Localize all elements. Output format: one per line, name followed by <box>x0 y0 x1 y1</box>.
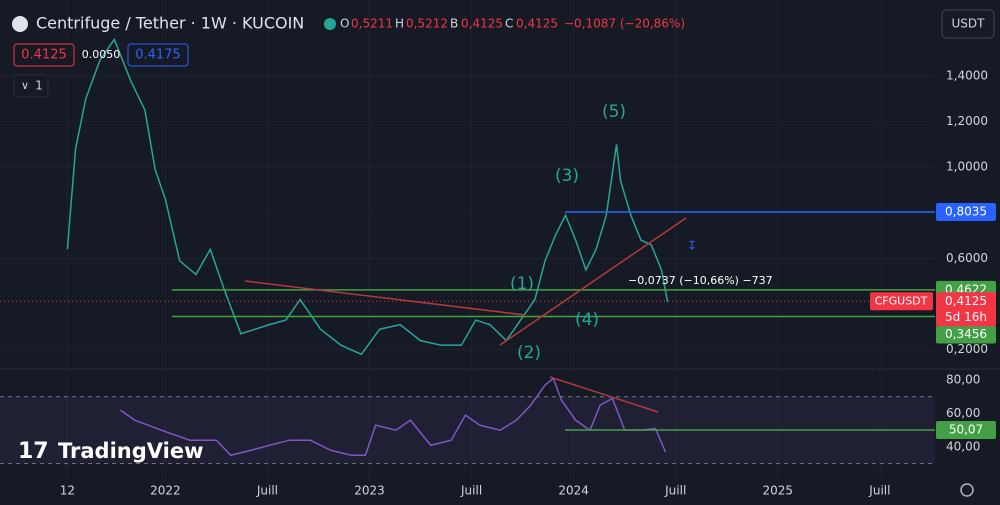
buy-price[interactable]: 0.4175 <box>135 48 181 63</box>
x-tick-label: 2022 <box>150 484 181 498</box>
ohlc-key: H <box>395 17 404 31</box>
countdown: 5d 16h <box>945 310 987 324</box>
settings-button[interactable] <box>960 483 974 497</box>
ohlc-key: C <box>505 17 513 31</box>
logo-icon: 17 <box>18 439 49 464</box>
trend-line <box>549 376 659 413</box>
indicators-toggle[interactable] <box>13 74 49 98</box>
symbol-logo <box>12 16 28 32</box>
price-tag-bg <box>936 325 996 344</box>
x-tick-label: 12 <box>60 484 75 498</box>
currency[interactable]: USDT <box>952 17 986 31</box>
symbol-title[interactable]: Centrifuge / Tether · 1W · KUCOIN <box>36 14 304 33</box>
ohlc-key: O <box>340 17 349 31</box>
y-tick-label: 0,2000 <box>946 342 988 356</box>
measure-label: −0,0737 (−10,66%) −737 <box>628 274 773 287</box>
logo-text: TradingView <box>58 439 203 463</box>
series-line <box>120 377 667 457</box>
price-axis <box>935 0 1000 505</box>
symbol-tag-bg <box>870 292 933 311</box>
y-tick-label: 40,00 <box>946 439 980 453</box>
price-tag: 0,3456 <box>945 327 987 341</box>
y-tick-label: 60,00 <box>946 406 980 420</box>
change: −0,1087 (−20,86%) <box>564 17 685 31</box>
x-tick-label: 2025 <box>763 484 794 498</box>
sell-price[interactable]: 0.4125 <box>21 48 67 63</box>
trend-line <box>244 280 526 316</box>
series-line <box>66 37 669 356</box>
x-tick-label: Juill <box>460 484 482 498</box>
symbol-tag: CFGUSDT <box>875 294 928 307</box>
last-price-bg <box>936 292 996 327</box>
rsi-level-tag: 50,07 <box>949 423 983 437</box>
y-tick-label: 0,6000 <box>946 251 988 265</box>
currency-button[interactable] <box>941 9 995 39</box>
arrow-icon: ↧ <box>687 239 697 253</box>
ohlc-value: 0,5211 <box>351 17 393 31</box>
wave-label: (2) <box>517 343 541 363</box>
y-tick-label: 1,4000 <box>946 68 988 82</box>
y-tick-label: 80,00 <box>946 373 980 387</box>
chevron-icon[interactable]: ∨ <box>21 79 29 92</box>
wave-label: (4) <box>575 310 599 330</box>
buy-button[interactable] <box>127 43 189 67</box>
wave-label: (3) <box>555 166 579 186</box>
price-tag-bg <box>936 203 996 222</box>
wave-label: (1) <box>510 274 534 294</box>
x-tick-label: Juill <box>256 484 278 498</box>
market-status <box>324 18 336 30</box>
price-tag: 0,8035 <box>945 205 987 219</box>
y-tick-label: 1,2000 <box>946 114 988 128</box>
ohlc-value: 0,4125 <box>461 17 503 31</box>
waves: (1) (2) (3) (4) (5) <box>510 102 626 363</box>
ohlc-value: 0,5212 <box>406 17 448 31</box>
x-tick-label: Juill <box>664 484 686 498</box>
trend-line <box>499 217 687 346</box>
spread: 0.0050 <box>82 48 121 61</box>
ohlc-key: B <box>450 17 458 31</box>
sell-button[interactable] <box>13 43 75 67</box>
ohlc: O 0,5211 H 0,5212 B 0,4125 C 0,4125 −0,1087 (−20… <box>340 17 685 31</box>
wave-label: (5) <box>602 102 626 122</box>
x-tick-label: 2024 <box>558 484 589 498</box>
ohlc-value: 0,4125 <box>516 17 558 31</box>
indicators-count[interactable]: 1 <box>35 79 43 93</box>
x-tick-label: Juill <box>868 484 890 498</box>
y-tick-label: 1,0000 <box>946 160 988 174</box>
x-tick-label: 2023 <box>354 484 385 498</box>
rsi-level-tag-bg <box>936 421 996 440</box>
last-price: 0,4125 <box>945 294 987 308</box>
